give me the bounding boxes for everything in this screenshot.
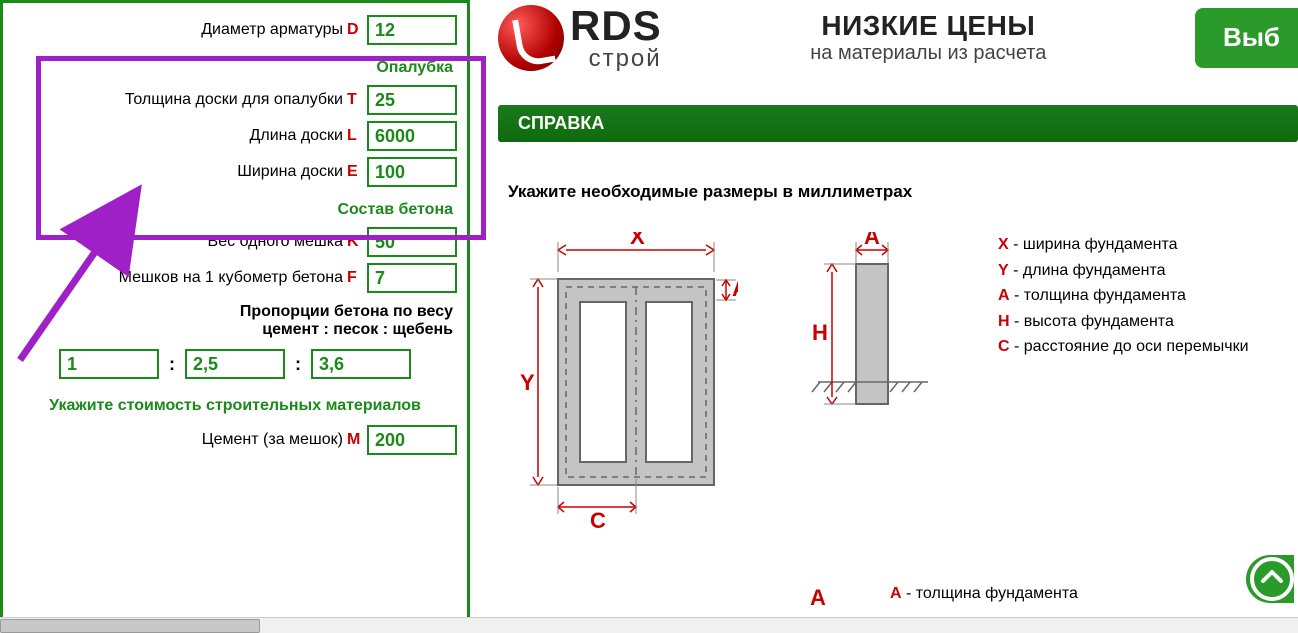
row-board-width: Ширина доски E <box>13 157 457 187</box>
letter-k: K <box>347 233 361 251</box>
diagram-plan: X A Y <box>508 232 738 532</box>
ad-banner: RDS строй НИЗКИЕ ЦЕНЫ на материалы из ра… <box>498 0 1298 75</box>
label-board-length: Длина доски <box>250 127 343 145</box>
dimension-legend: X - ширина фундамента Y - длина фундамен… <box>998 232 1249 532</box>
letter-t: T <box>347 91 361 109</box>
proportion-title-l1: Пропорции бетона по весу <box>13 303 453 321</box>
label-cement-cost: Цемент (за мешок) <box>202 431 343 449</box>
ad-logo-bottom: строй <box>570 47 662 71</box>
row-rebar-diameter: Диаметр арматуры D <box>13 15 457 45</box>
ad-logo-top: RDS <box>570 5 662 47</box>
dim-a: A <box>732 276 738 301</box>
calculator-form: Диаметр арматуры D Опалубка Толщина доск… <box>0 0 470 633</box>
section-cost-title: Укажите стоимость строительных материало… <box>13 397 457 415</box>
scroll-top-button[interactable] <box>1246 555 1294 603</box>
section-formwork-title: Опалубка <box>13 59 453 77</box>
colon-2: : <box>295 354 301 375</box>
dim-x: X <box>630 232 645 249</box>
proportion-row: : : <box>13 349 457 379</box>
letter-d: D <box>347 21 361 39</box>
input-board-thickness[interactable] <box>367 85 457 115</box>
input-prop-cement[interactable] <box>59 349 159 379</box>
legend2-a: A - толщина фундамента <box>890 581 1078 607</box>
label-rebar-diameter: Диаметр арматуры <box>201 21 343 39</box>
dim-h: H <box>812 320 828 345</box>
ad-text: НИЗКИЕ ЦЕНЫ на материалы из расчета <box>682 10 1175 65</box>
dimension-legend-2: A - толщина фундамента <box>890 581 1078 607</box>
row-board-length: Длина доски L <box>13 121 457 151</box>
horizontal-scrollbar[interactable] <box>0 617 1298 633</box>
colon-1: : <box>169 354 175 375</box>
ad-logo[interactable]: RDS строй <box>498 5 662 71</box>
diagram-elevation: A <box>798 232 938 452</box>
dim-a2: A <box>864 232 880 249</box>
reference-heading: СПРАВКА <box>498 105 1298 142</box>
diagrams-row: X A Y <box>508 232 1288 532</box>
input-board-length[interactable] <box>367 121 457 151</box>
row-board-thickness: Толщина доски для опалубки T <box>13 85 457 115</box>
legend-a: A - толщина фундамента <box>998 283 1249 309</box>
reference-instruction: Укажите необходимые размеры в миллиметра… <box>508 182 1288 202</box>
proportion-title: Пропорции бетона по весу цемент : песок … <box>13 303 453 339</box>
reference-body: Укажите необходимые размеры в миллиметра… <box>498 142 1298 532</box>
input-bags-per-m3[interactable] <box>367 263 457 293</box>
legend-c: C - расстояние до оси перемычки <box>998 334 1249 360</box>
letter-f: F <box>347 269 361 287</box>
ad-logo-text: RDS строй <box>570 5 662 71</box>
label-board-width: Ширина доски <box>237 163 343 181</box>
ad-cta-button[interactable]: Выб <box>1195 8 1298 68</box>
letter-m: M <box>347 431 361 449</box>
letter-l: L <box>347 127 361 145</box>
ad-headline: НИЗКИЕ ЦЕНЫ <box>682 10 1175 42</box>
dim-y: Y <box>520 370 535 395</box>
input-cement-cost[interactable] <box>367 425 457 455</box>
ad-subline: на материалы из расчета <box>682 42 1175 65</box>
scrollbar-thumb[interactable] <box>0 619 260 633</box>
proportion-title-l2: цемент : песок : щебень <box>13 321 453 339</box>
input-board-width[interactable] <box>367 157 457 187</box>
label-board-thickness: Толщина доски для опалубки <box>125 91 343 109</box>
dim-c: C <box>590 508 606 532</box>
rds-logo-icon <box>498 5 564 71</box>
input-prop-sand[interactable] <box>185 349 285 379</box>
row-bag-weight: Вес одного мешка K <box>13 227 457 257</box>
label-bags-per-m3: Мешков на 1 кубометр бетона <box>119 269 343 287</box>
letter-e: E <box>347 163 361 181</box>
legend-x: X - ширина фундамента <box>998 232 1249 258</box>
stray-a-label: A <box>810 585 826 611</box>
legend-y: Y - длина фундамента <box>998 258 1249 284</box>
input-prop-gravel[interactable] <box>311 349 411 379</box>
section-concrete-title: Состав бетона <box>13 201 453 219</box>
arrow-up-icon <box>1246 555 1294 603</box>
content-panel: RDS строй НИЗКИЕ ЦЕНЫ на материалы из ра… <box>470 0 1298 633</box>
input-rebar-diameter[interactable] <box>367 15 457 45</box>
row-bags-per-m3: Мешков на 1 кубометр бетона F <box>13 263 457 293</box>
input-bag-weight[interactable] <box>367 227 457 257</box>
row-cement-cost: Цемент (за мешок) M <box>13 425 457 455</box>
legend-h: H - высота фундамента <box>998 309 1249 335</box>
label-bag-weight: Вес одного мешка <box>208 233 343 251</box>
